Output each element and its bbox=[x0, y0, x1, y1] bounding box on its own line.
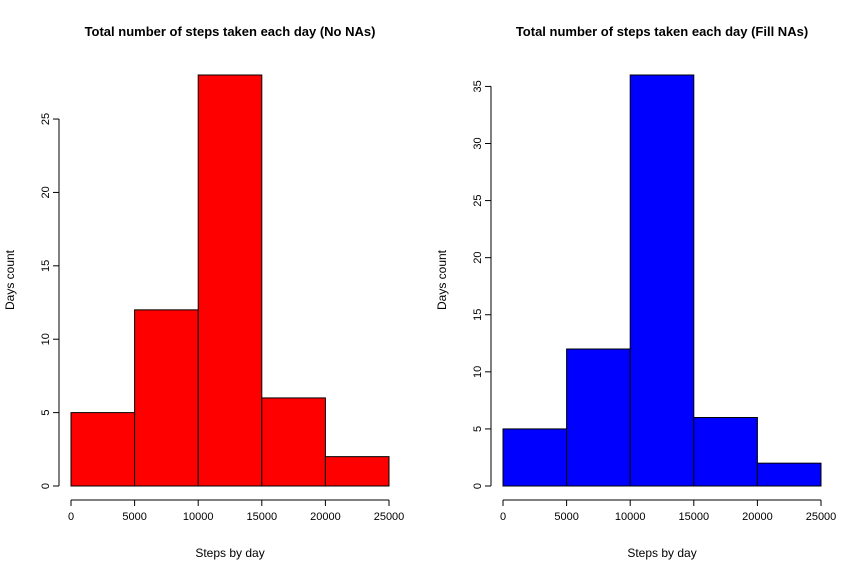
y-tick-label: 10 bbox=[472, 366, 484, 378]
x-tick-label: 25000 bbox=[374, 511, 405, 523]
histogram-bar bbox=[261, 397, 326, 487]
y-tick-label: 0 bbox=[40, 483, 52, 489]
y-axis-label: Days count bbox=[435, 249, 449, 310]
histogram-bar bbox=[693, 417, 758, 487]
histogram-panel-fill-nas: Total number of steps taken each day (Fi… bbox=[435, 24, 836, 560]
y-tick-label: 25 bbox=[472, 194, 484, 206]
x-axis-label: Steps by day bbox=[195, 546, 264, 560]
y-tick-label: 25 bbox=[40, 113, 52, 125]
histogram-bar bbox=[629, 74, 695, 487]
histogram-bar bbox=[502, 428, 568, 487]
x-tick-label: 25000 bbox=[806, 511, 837, 523]
histogram-bar bbox=[566, 348, 631, 487]
x-tick-label: 0 bbox=[500, 511, 506, 523]
histogram-bar bbox=[756, 462, 822, 487]
x-tick-label: 15000 bbox=[247, 511, 278, 523]
y-tick-label: 20 bbox=[40, 186, 52, 198]
chart-title: Total number of steps taken each day (Fi… bbox=[516, 24, 808, 39]
y-tick-label: 20 bbox=[472, 252, 484, 264]
histogram-bar bbox=[197, 74, 263, 487]
x-tick-label: 15000 bbox=[679, 511, 710, 523]
x-tick-label: 10000 bbox=[615, 511, 646, 523]
x-tick-label: 5000 bbox=[122, 511, 146, 523]
x-tick-label: 5000 bbox=[554, 511, 578, 523]
y-axis-label: Days count bbox=[3, 249, 17, 310]
histogram-panel-no-nas: Total number of steps taken each day (No… bbox=[3, 24, 404, 560]
y-tick-label: 10 bbox=[40, 333, 52, 345]
histogram-bar bbox=[324, 456, 390, 487]
y-tick-label: 15 bbox=[40, 260, 52, 272]
y-tick-label: 35 bbox=[472, 80, 484, 92]
y-tick-label: 30 bbox=[472, 137, 484, 149]
histogram-bar bbox=[134, 309, 199, 487]
x-axis-label: Steps by day bbox=[627, 546, 696, 560]
x-tick-label: 20000 bbox=[742, 511, 773, 523]
histogram-bar bbox=[70, 412, 136, 487]
y-tick-label: 15 bbox=[472, 309, 484, 321]
y-tick-label: 5 bbox=[40, 410, 52, 416]
y-tick-label: 0 bbox=[472, 483, 484, 489]
y-tick-label: 5 bbox=[472, 426, 484, 432]
chart-title: Total number of steps taken each day (No… bbox=[85, 24, 376, 39]
x-tick-label: 0 bbox=[68, 511, 74, 523]
x-tick-label: 20000 bbox=[310, 511, 341, 523]
x-tick-label: 10000 bbox=[183, 511, 214, 523]
